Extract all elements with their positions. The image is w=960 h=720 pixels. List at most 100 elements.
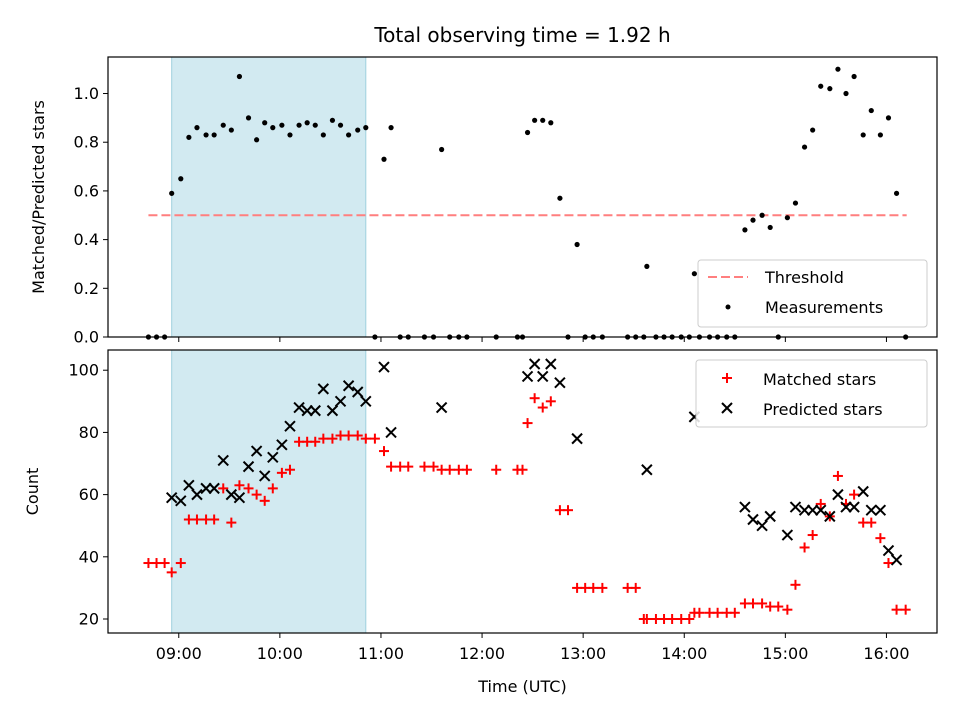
predicted-star-point bbox=[175, 495, 187, 507]
predicted-star-point bbox=[317, 383, 330, 395]
matched-star-point bbox=[790, 579, 801, 590]
measurement-point bbox=[893, 190, 900, 196]
matched-star-point bbox=[537, 402, 548, 413]
ratio-y-ticks: 0.0 0.2 0.4 0.6 0.8 1.0 bbox=[74, 84, 108, 347]
predicted-star-point bbox=[571, 432, 583, 445]
count-y-tick-label: 20 bbox=[79, 610, 99, 629]
count-y-axis-label: Count bbox=[23, 468, 42, 516]
measurement-point bbox=[169, 190, 175, 196]
measurement-point bbox=[220, 122, 226, 128]
matched-star-point bbox=[461, 464, 472, 475]
predicted-star-point bbox=[301, 404, 313, 417]
x-tick-label: 11:00 bbox=[358, 644, 404, 663]
matched-star-point bbox=[318, 433, 329, 444]
legend-matched-marker bbox=[722, 373, 732, 383]
legend-predicted-label: Predicted stars bbox=[763, 400, 883, 419]
predicted-star-point bbox=[756, 520, 768, 532]
measurement-point bbox=[827, 86, 833, 92]
predicted-star-point bbox=[334, 395, 347, 408]
predicted-star-point bbox=[242, 460, 255, 473]
predicted-star-point bbox=[641, 464, 653, 476]
measurement-point bbox=[644, 263, 650, 269]
measurement-point bbox=[759, 212, 765, 218]
count-legend: Matched stars Predicted stars bbox=[695, 359, 928, 428]
predicted-star-point bbox=[739, 501, 751, 513]
matched-stars-points bbox=[143, 393, 911, 625]
measurement-point bbox=[270, 125, 276, 131]
predicted-star-point bbox=[191, 488, 203, 501]
matched-star-point bbox=[191, 514, 202, 525]
predicted-star-point bbox=[183, 479, 195, 491]
measurement-point bbox=[312, 122, 318, 128]
predicted-star-point bbox=[258, 470, 271, 482]
predicted-star-point bbox=[747, 513, 759, 526]
measurement-point bbox=[801, 144, 808, 150]
ratio-plot-frame bbox=[107, 56, 938, 338]
matched-star-point bbox=[667, 614, 678, 625]
legend-predicted-swatch bbox=[721, 402, 733, 414]
measurement-point bbox=[203, 132, 209, 138]
matched-star-point bbox=[419, 461, 430, 472]
matched-star-point bbox=[900, 604, 911, 615]
measurement-point bbox=[186, 134, 192, 140]
matched-star-point bbox=[588, 582, 599, 593]
ratio-panel: 0.0 0.2 0.4 0.6 0.8 1.0 Total observing time … bbox=[29, 23, 938, 347]
matched-star-point bbox=[444, 464, 455, 475]
measurement-point bbox=[835, 66, 841, 72]
ratio-legend-box bbox=[697, 259, 928, 328]
matched-star-point bbox=[866, 517, 877, 528]
predicted-star-point bbox=[789, 501, 802, 513]
x-tick-label: 10:00 bbox=[257, 644, 303, 663]
measurement-point bbox=[262, 120, 268, 126]
predicted-star-point bbox=[284, 420, 296, 432]
matched-star-point bbox=[428, 461, 439, 472]
measurement-point bbox=[843, 90, 849, 97]
measurement-point bbox=[178, 176, 184, 182]
measurement-point bbox=[296, 122, 302, 128]
predicted-star-point bbox=[225, 488, 238, 501]
measurement-point bbox=[750, 217, 756, 223]
measurement-point bbox=[329, 117, 336, 123]
predicted-star-point bbox=[890, 554, 903, 566]
matched-star-point bbox=[562, 505, 573, 516]
matched-star-point bbox=[491, 464, 502, 475]
ratio-y-tick-label: 0.0 bbox=[74, 328, 99, 347]
legend-measurements-label: Measurements bbox=[765, 298, 883, 317]
predicted-star-point bbox=[545, 358, 557, 370]
measurement-point bbox=[792, 200, 799, 206]
matched-star-point bbox=[175, 558, 186, 569]
matched-star-point bbox=[378, 446, 389, 457]
legend-predicted-marker bbox=[721, 402, 733, 414]
measurement-point bbox=[194, 125, 200, 131]
measurement-point bbox=[868, 107, 874, 114]
matched-star-point bbox=[630, 582, 641, 593]
matched-star-point bbox=[234, 480, 245, 491]
legend-matched-swatch bbox=[722, 373, 732, 383]
legend-threshold-label: Threshold bbox=[764, 268, 844, 287]
predicted-star-point bbox=[326, 404, 339, 417]
x-tick-label: 14:00 bbox=[661, 644, 707, 663]
count-y-tick-label: 80 bbox=[79, 423, 99, 442]
predicted-star-point bbox=[798, 504, 811, 516]
measurement-point bbox=[346, 132, 352, 138]
predicted-star-point bbox=[360, 395, 372, 408]
measurement-point bbox=[548, 120, 554, 126]
matched-star-point bbox=[403, 461, 414, 472]
matched-star-point bbox=[712, 607, 723, 618]
predicted-star-point bbox=[165, 492, 178, 504]
matched-star-point bbox=[517, 464, 528, 475]
x-tick-label: 15:00 bbox=[762, 644, 808, 663]
measurement-point bbox=[304, 120, 310, 126]
matched-star-point bbox=[545, 396, 556, 407]
matched-star-point bbox=[369, 433, 380, 444]
matched-star-point bbox=[352, 430, 363, 441]
matched-star-point bbox=[641, 614, 652, 625]
measurement-point bbox=[540, 117, 546, 123]
ratio-y-tick-label: 0.6 bbox=[74, 181, 99, 200]
matched-star-point bbox=[343, 430, 354, 441]
measurement-point bbox=[439, 146, 445, 153]
measurement-point bbox=[885, 115, 892, 121]
matched-star-point bbox=[267, 483, 278, 494]
matched-star-point bbox=[284, 464, 295, 475]
